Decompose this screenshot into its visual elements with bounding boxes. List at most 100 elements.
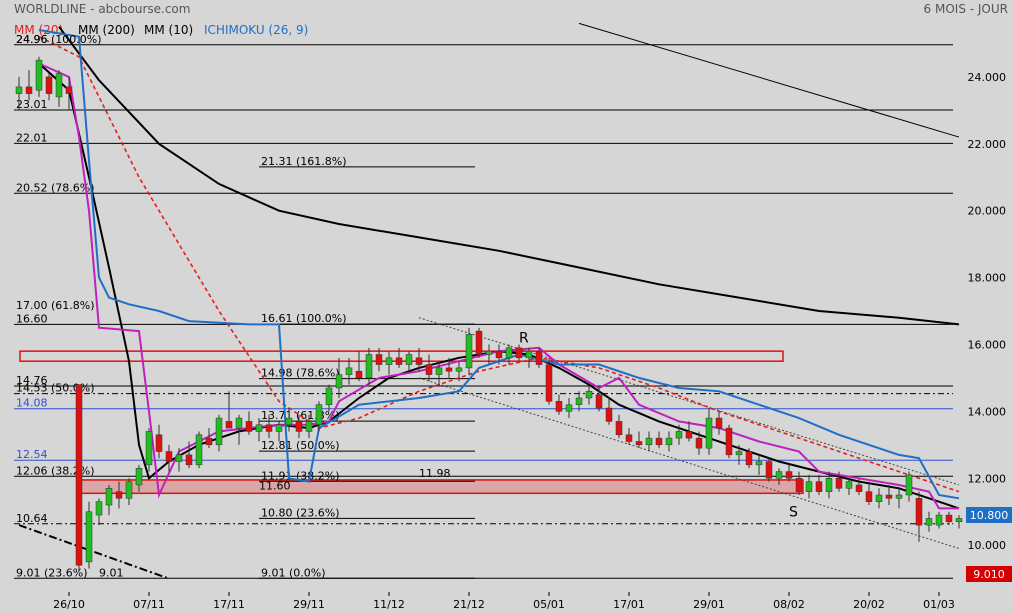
candle-body — [925, 518, 933, 526]
candle-body — [835, 478, 843, 489]
level-label: 24.96 — [16, 33, 48, 46]
level-label: 12.54 — [16, 448, 48, 461]
y-tick-label: 12.000 — [968, 472, 1007, 485]
candle-body — [665, 437, 673, 446]
fib-label: 14.98 (78.6%) — [261, 367, 340, 380]
candle-body — [655, 437, 663, 446]
candle-body — [685, 431, 693, 439]
level-label: 12.06 (38.2%) — [16, 464, 95, 477]
candle-body — [555, 401, 563, 412]
candle-body — [375, 354, 383, 365]
candle-body — [275, 424, 283, 432]
annotation-label: S — [789, 504, 798, 520]
candle-body — [735, 451, 743, 456]
level-label: 10.64 — [16, 512, 48, 525]
candle-body — [505, 347, 513, 359]
candle-body — [775, 471, 783, 479]
candle-body — [175, 454, 183, 462]
legend: MM (20) MM (200) MM (10) ICHIMOKU (26, 9) — [14, 23, 308, 37]
series-line — [38, 35, 960, 493]
candle-body — [255, 424, 263, 432]
x-tick-label: 05/01 — [533, 598, 565, 611]
x-tick-label: 17/01 — [613, 598, 645, 611]
x-tick-label: 20/02 — [853, 598, 885, 611]
y-tick-label: 20.000 — [968, 205, 1007, 218]
long-trend-line — [578, 22, 960, 138]
fib-label: 9.01 (0.0%) — [261, 566, 326, 579]
candle-body — [885, 494, 893, 499]
candle-body — [225, 421, 233, 429]
candle-body — [345, 367, 353, 375]
last-price-box — [966, 507, 1012, 523]
low-price-tag: 9.010 — [966, 566, 1012, 582]
candle-body — [385, 357, 393, 365]
candle-body — [905, 474, 913, 496]
annotation-label: 24.96 (100.0%) — [16, 33, 102, 46]
y-tick-label: 10.000 — [968, 539, 1007, 552]
y-axis: 10.000 12.000 14.000 16.000 18.000 20.000 22.0… — [968, 71, 1007, 552]
low-price-box — [966, 566, 1012, 582]
candle-body — [165, 451, 173, 462]
candle-body — [205, 437, 213, 446]
candle-body — [135, 467, 143, 486]
candle-body — [305, 421, 313, 432]
level-label: 16.60 — [16, 312, 48, 325]
candle-body — [725, 427, 733, 456]
annotation-label: 9.01 — [99, 566, 124, 579]
x-axis: 26/10 07/11 17/11 29/11 11/12 21/12 05/01 17/01… — [53, 592, 955, 611]
candle-body — [545, 364, 553, 402]
candle-body — [585, 391, 593, 399]
fib-label: 10.80 (23.6%) — [261, 506, 340, 519]
candle-body — [115, 491, 123, 499]
candle-body — [25, 86, 33, 94]
x-tick-label: 07/11 — [133, 598, 165, 611]
candle-body — [75, 384, 83, 566]
candle-body — [645, 437, 653, 446]
fib-label: 11.91 (38.2%) — [261, 469, 340, 482]
fib-label: 21.31 (161.8%) — [261, 155, 347, 168]
candles — [15, 56, 963, 572]
candle-body — [485, 350, 493, 355]
legend-item: MM (20) — [14, 23, 63, 37]
chart-period: 6 MOIS - JOUR — [924, 2, 1008, 16]
candle-body — [365, 354, 373, 379]
x-tick-label: 01/03 — [923, 598, 955, 611]
x-tick-label: 29/01 — [693, 598, 725, 611]
candle-body — [35, 59, 43, 91]
candle-body — [845, 481, 853, 489]
trend-lines — [18, 22, 960, 580]
candle-body — [875, 494, 883, 502]
candle-body — [955, 518, 963, 523]
candle-body — [145, 431, 153, 466]
candle-body — [185, 454, 193, 466]
candle-body — [435, 367, 443, 375]
candle-body — [335, 374, 343, 389]
candle-body — [595, 394, 603, 409]
candle-body — [805, 481, 813, 492]
y-tick-label: 22.000 — [968, 138, 1007, 151]
candle-body — [745, 451, 753, 466]
legend-item: ICHIMOKU (26, 9) — [204, 23, 308, 37]
candle-body — [15, 86, 23, 94]
candle-body — [765, 461, 773, 479]
candle-body — [265, 424, 273, 432]
candle-body — [445, 367, 453, 372]
candle-body — [415, 357, 423, 365]
candle-body — [535, 350, 543, 365]
candle-body — [915, 498, 923, 526]
candle-body — [105, 488, 113, 506]
candle-body — [455, 367, 463, 372]
candle-body — [285, 417, 293, 425]
legend-item: MM (10) — [144, 23, 193, 37]
level-label: 14.53 (50.0%) — [16, 382, 95, 395]
x-tick-label: 08/02 — [773, 598, 805, 611]
candle-body — [945, 514, 953, 523]
candle-body — [715, 417, 723, 429]
zone-rect — [79, 479, 804, 495]
fib-label: 16.61 (100.0%) — [261, 312, 347, 325]
fib-label: 12.81 (50.0%) — [261, 439, 340, 452]
candle-body — [785, 471, 793, 479]
